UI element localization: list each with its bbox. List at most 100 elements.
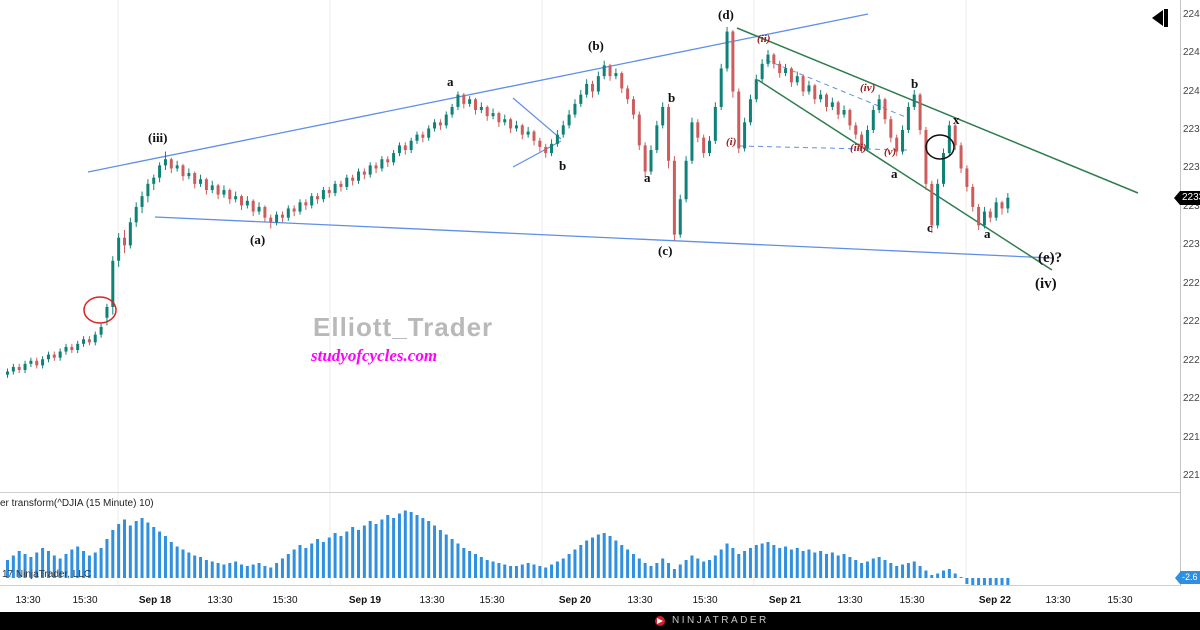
candle-body xyxy=(801,76,805,92)
candle-body xyxy=(310,196,314,206)
candle-body xyxy=(491,113,495,117)
trendline xyxy=(154,216,1053,259)
time-axis-label: 15:30 xyxy=(1107,595,1133,606)
indicator-bar xyxy=(41,548,45,578)
indicator-bar xyxy=(58,558,62,578)
indicator-bar xyxy=(105,539,109,578)
indicator-bar xyxy=(433,525,437,578)
indicator-bar xyxy=(304,548,308,578)
time-axis[interactable]: 13:30 15:30 Sep 18 13:30 15:30 Sep 19 13:30 15:… xyxy=(0,586,1200,612)
watermark-url: studyofcycles.com xyxy=(311,346,438,365)
indicator-bar xyxy=(608,536,612,578)
indicator-bar xyxy=(11,555,15,578)
go-to-end-icon[interactable] xyxy=(1152,8,1168,28)
candle-body xyxy=(889,119,893,138)
candle-body xyxy=(602,65,606,77)
indicator-bar xyxy=(321,542,325,578)
time-axis-divider xyxy=(0,585,1200,586)
candle-body xyxy=(275,214,279,223)
candle-body xyxy=(58,351,62,358)
candle-body xyxy=(877,99,881,111)
indicator-bar xyxy=(813,552,817,578)
wave-label: (v) xyxy=(884,146,897,158)
indicator-bar xyxy=(76,546,80,578)
candle-body xyxy=(280,214,284,218)
candle-body xyxy=(994,202,998,218)
indicator-bar xyxy=(702,561,706,578)
candle-body xyxy=(871,110,875,131)
price-axis[interactable]: 22450 22425 22400 22375 22350 22325 22300 22275… xyxy=(1180,0,1200,612)
candle-body xyxy=(848,110,852,126)
indicator-bar xyxy=(251,564,255,578)
indicator-bar xyxy=(456,543,460,578)
indicator-bar xyxy=(6,560,9,578)
indicator-bar xyxy=(485,560,489,578)
indicator-bar xyxy=(696,558,700,578)
indicator-bar xyxy=(327,537,331,578)
indicator-bar xyxy=(807,549,811,578)
indicator-bar xyxy=(280,558,284,578)
wave-label: (iv) xyxy=(1035,276,1057,292)
candle-body xyxy=(497,113,501,123)
indicator-bar xyxy=(333,533,337,578)
candle-body xyxy=(514,125,518,129)
indicator-bar xyxy=(936,573,940,578)
indicator-bar xyxy=(509,566,513,578)
indicator-bar xyxy=(228,563,232,578)
candle-body xyxy=(860,134,864,149)
indicator-bar xyxy=(503,564,507,578)
indicator-bar xyxy=(778,548,782,578)
candle-body xyxy=(462,94,466,104)
indicator-bar xyxy=(64,554,68,578)
indicator-bar xyxy=(772,545,776,578)
indicator-bar xyxy=(719,549,723,578)
candle-body xyxy=(421,134,425,138)
indicator-bar xyxy=(526,563,530,578)
indicator-bar xyxy=(234,561,238,578)
indicator-bar xyxy=(169,542,173,578)
candle-body xyxy=(158,165,162,178)
indicator-bar xyxy=(380,519,384,578)
time-axis-label: 15:30 xyxy=(272,595,298,606)
indicator-bar xyxy=(134,521,138,578)
candle-body xyxy=(643,145,647,172)
indicator-bar xyxy=(82,551,86,578)
candle-body xyxy=(912,94,916,107)
candle-body xyxy=(292,208,296,212)
candle-body xyxy=(444,114,448,126)
candle-body xyxy=(321,190,325,200)
indicator-bar xyxy=(713,555,717,578)
candle-body xyxy=(35,360,39,366)
candle-body xyxy=(737,91,741,149)
candle-body xyxy=(503,119,507,123)
candle-body xyxy=(46,354,50,360)
indicator-panel-divider[interactable] xyxy=(0,492,1200,493)
candle-body xyxy=(234,196,238,200)
wave-label: (a) xyxy=(250,232,266,247)
indicator-bar xyxy=(240,564,243,578)
candle-body xyxy=(690,122,694,161)
wave-label: (e)? xyxy=(1038,250,1063,266)
watermark-title: Elliott_Trader xyxy=(313,312,494,342)
candle-body xyxy=(64,346,68,352)
candle-body xyxy=(748,99,752,123)
indicator-bar xyxy=(427,521,431,578)
wave-label: b xyxy=(559,158,567,173)
candle-body xyxy=(128,222,132,246)
indicator-bar xyxy=(117,524,121,578)
candle-body xyxy=(526,131,530,135)
indicator-bar xyxy=(199,557,203,578)
indicator-bar xyxy=(386,515,390,578)
candle-body xyxy=(509,119,513,129)
indicator-bar xyxy=(906,563,910,578)
candle-body xyxy=(719,68,723,107)
indicator-bar xyxy=(514,566,518,578)
candle-body xyxy=(825,94,828,107)
candle-body xyxy=(29,360,33,364)
candle-body xyxy=(819,94,823,100)
indicator-bar xyxy=(561,558,565,578)
candle-body xyxy=(403,145,407,151)
price-axis-label: 22400 xyxy=(1183,86,1200,97)
candle-body xyxy=(579,94,583,104)
